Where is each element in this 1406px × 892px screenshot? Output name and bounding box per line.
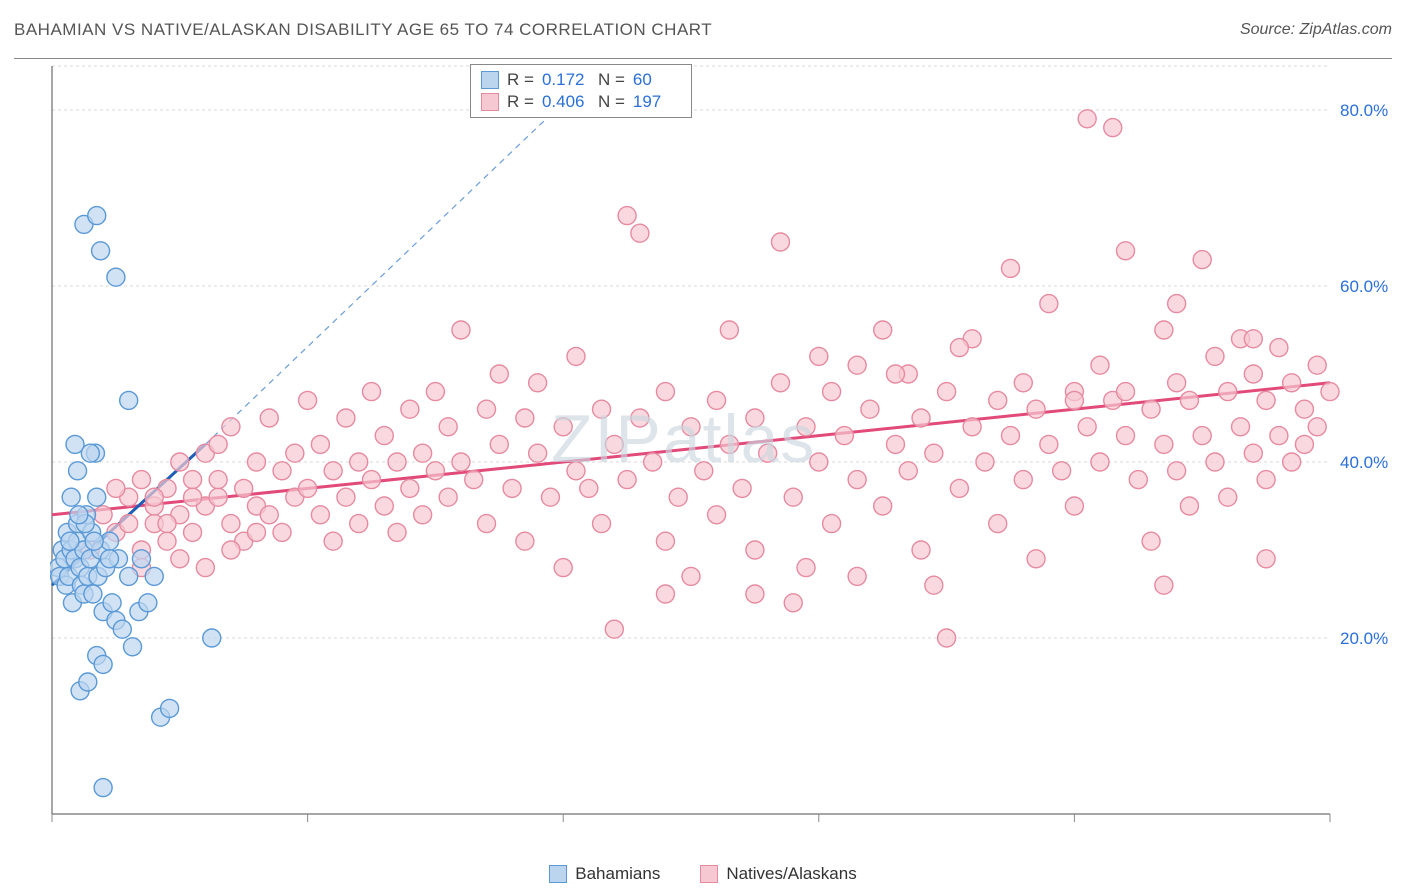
stats-legend-box: R = 0.172 N = 60 R = 0.406 N = 197 — [470, 64, 692, 118]
legend-label: Natives/Alaskans — [726, 864, 856, 884]
stats-row: R = 0.172 N = 60 — [481, 69, 681, 91]
stats-swatch — [481, 71, 499, 89]
stats-r-label: R = — [507, 92, 534, 112]
header-divider — [14, 58, 1392, 59]
chart-title: BAHAMIAN VS NATIVE/ALASKAN DISABILITY AG… — [14, 20, 712, 40]
stats-row: R = 0.406 N = 197 — [481, 91, 681, 113]
stats-r-value: 0.172 — [542, 70, 590, 90]
legend-bottom: Bahamians Natives/Alaskans — [0, 864, 1406, 884]
legend-swatch — [549, 865, 567, 883]
chart-header: BAHAMIAN VS NATIVE/ALASKAN DISABILITY AG… — [14, 20, 1392, 40]
stats-n-label: N = — [598, 70, 625, 90]
stats-n-label: N = — [598, 92, 625, 112]
plot-area: 20.0% 40.0% 60.0% 80.0% 0.0% 100.0% — [50, 60, 1390, 830]
legend-label: Bahamians — [575, 864, 660, 884]
chart-source: Source: ZipAtlas.com — [1240, 21, 1392, 39]
svg-text:60.0%: 60.0% — [1340, 277, 1388, 296]
svg-text:80.0%: 80.0% — [1340, 101, 1388, 120]
legend-swatch — [700, 865, 718, 883]
stats-r-value: 0.406 — [542, 92, 590, 112]
stats-r-label: R = — [507, 70, 534, 90]
svg-text:0.0%: 0.0% — [52, 829, 91, 830]
svg-text:20.0%: 20.0% — [1340, 629, 1388, 648]
stats-swatch — [481, 93, 499, 111]
svg-text:100.0%: 100.0% — [1272, 829, 1330, 830]
legend-item: Bahamians — [549, 864, 660, 884]
svg-text:40.0%: 40.0% — [1340, 453, 1388, 472]
scatter-chart: 20.0% 40.0% 60.0% 80.0% 0.0% 100.0% — [50, 60, 1390, 830]
legend-item: Natives/Alaskans — [700, 864, 856, 884]
stats-n-value: 197 — [633, 92, 681, 112]
stats-n-value: 60 — [633, 70, 681, 90]
